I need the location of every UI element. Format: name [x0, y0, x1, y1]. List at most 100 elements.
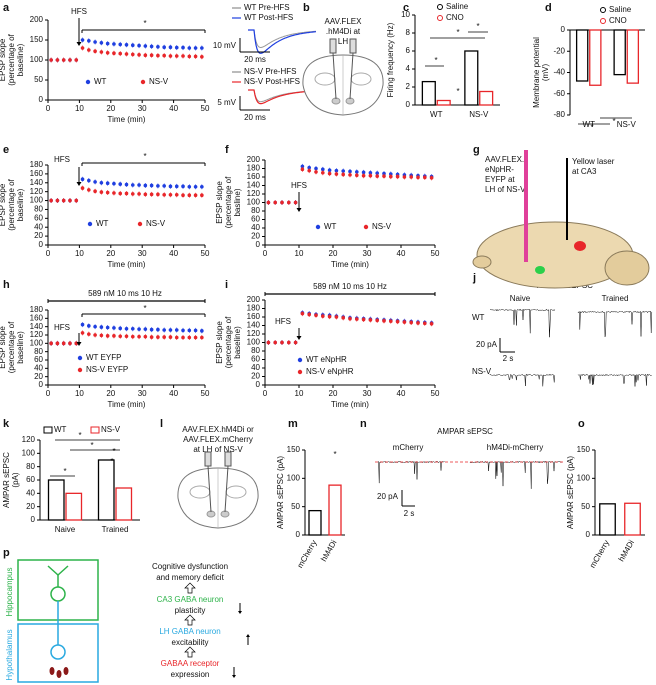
data-point	[200, 46, 204, 50]
data-point	[93, 324, 97, 329]
data-point	[99, 190, 104, 194]
x-tick-label: 0	[263, 389, 268, 398]
data-point	[99, 41, 104, 45]
data-point	[105, 51, 110, 55]
data-point	[93, 189, 97, 194]
y-tick-label: 80	[34, 205, 43, 214]
data-point	[143, 192, 148, 197]
data-point	[429, 176, 434, 180]
y-tick-label: 40	[34, 222, 43, 231]
y-tick-label: 150	[30, 35, 44, 44]
bar	[47, 479, 65, 521]
data-point	[321, 170, 325, 175]
annotation: *	[333, 450, 336, 459]
x-tick-label: 20	[329, 389, 338, 398]
y-axis-label: (percentage of	[224, 176, 233, 228]
y-tick-label: 0	[296, 530, 301, 539]
data-point	[124, 326, 129, 331]
data-point	[130, 326, 135, 331]
y-tick-label: 40	[34, 363, 43, 372]
data-point	[156, 53, 160, 58]
x-tick-label: 10	[295, 389, 304, 398]
trace	[577, 310, 653, 337]
data-point	[74, 198, 79, 203]
annotation: HFS	[291, 181, 307, 190]
bar	[575, 29, 589, 82]
bar	[65, 492, 83, 521]
y-tick-label: 60	[26, 475, 35, 484]
data-point	[187, 328, 192, 333]
data-point	[389, 174, 393, 179]
data-point	[280, 200, 284, 205]
data-point	[368, 173, 373, 178]
y-tick-label: 100	[30, 55, 44, 64]
data-point	[61, 198, 66, 203]
y-tick-label: 200	[247, 155, 261, 164]
y-tick-label: 140	[30, 322, 44, 331]
bar	[328, 484, 342, 536]
y-axis-label: EPSP slope	[0, 326, 7, 369]
data-point	[181, 54, 185, 58]
data-point	[314, 170, 318, 174]
data-point	[156, 45, 160, 49]
data-point	[130, 334, 135, 339]
y-tick-label: 200	[30, 15, 44, 24]
figure-text: eNpHR-	[485, 165, 514, 174]
trace	[248, 29, 317, 54]
figure-text: CA3 GABA neuron	[157, 595, 224, 604]
y-tick-label: 140	[30, 178, 44, 187]
y-axis-label: (mV)	[541, 64, 550, 82]
data-point	[187, 54, 192, 59]
arrow-head	[238, 611, 242, 614]
data-point	[55, 341, 60, 346]
data-point	[137, 334, 141, 339]
annotation: HFS	[275, 317, 291, 326]
data-point	[423, 321, 427, 326]
data-point	[149, 327, 154, 332]
data-point	[348, 316, 352, 321]
y-tick-label: 100	[247, 198, 261, 207]
syringe	[224, 451, 232, 467]
data-point	[181, 193, 185, 198]
data-point	[409, 320, 414, 325]
y-axis-label: baseline)	[233, 326, 242, 359]
x-tick-label: 40	[169, 389, 178, 398]
bar	[97, 459, 115, 521]
data-point	[355, 317, 359, 321]
annotation: *	[590, 123, 593, 132]
decoration	[224, 465, 229, 513]
data-point	[143, 327, 148, 331]
data-point	[49, 198, 53, 203]
figure-text: mCherry	[393, 443, 424, 452]
x-tick-label: 50	[201, 389, 210, 398]
y-tick-label: 180	[30, 305, 44, 314]
arrow-head	[246, 634, 250, 637]
data-point	[87, 332, 91, 336]
data-point	[300, 164, 305, 169]
data-point	[181, 184, 185, 189]
legend-marker	[140, 79, 146, 85]
y-tick-label: 60	[251, 215, 260, 224]
figure-text: LH GABA neuron	[159, 627, 220, 636]
figure-text: 2 s	[404, 509, 415, 518]
data-point	[124, 43, 129, 47]
brain-region	[535, 266, 545, 274]
legend-marker	[600, 7, 606, 13]
data-point	[112, 51, 116, 55]
figure-text: AAV.FLEX	[325, 17, 363, 26]
data-point	[389, 172, 393, 176]
data-point	[149, 53, 154, 57]
figure-text: Yellow laser	[572, 157, 615, 166]
y-tick-label: 120	[22, 435, 36, 444]
data-point	[168, 54, 173, 58]
panel-label: a	[3, 2, 10, 14]
data-point	[61, 58, 66, 62]
figure-text: at LH of NS-V	[193, 445, 243, 454]
annotation: *	[90, 441, 93, 450]
receptor	[56, 670, 62, 678]
figure-text: NS-V	[472, 367, 492, 376]
legend-marker	[297, 357, 303, 363]
y-tick-label: 0	[586, 530, 591, 539]
legend-marker	[77, 367, 83, 373]
